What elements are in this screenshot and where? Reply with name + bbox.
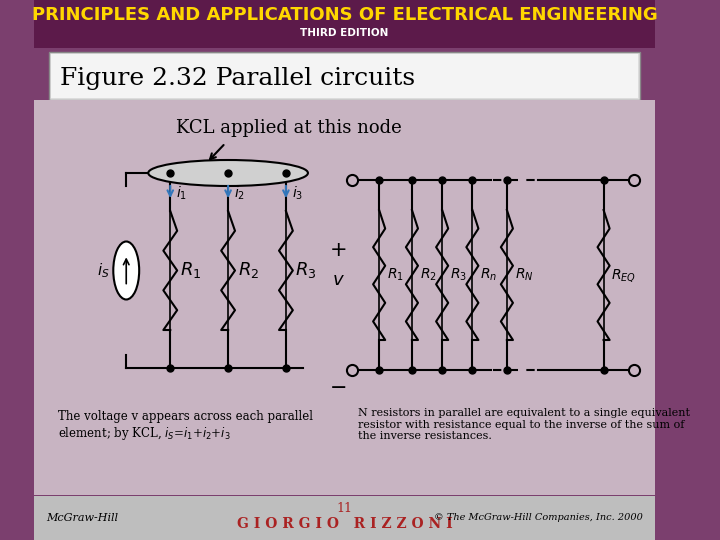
- Text: +: +: [330, 240, 347, 260]
- FancyBboxPatch shape: [34, 0, 655, 48]
- Text: The voltage v appears across each parallel
element; by KCL, $i_S$=$i_1$+$i_2$+$i: The voltage v appears across each parall…: [58, 410, 313, 442]
- Text: G I O R G I O   R I Z Z O N I: G I O R G I O R I Z Z O N I: [237, 517, 452, 531]
- Text: −: −: [330, 378, 347, 398]
- Text: Figure 2.32 Parallel circuits: Figure 2.32 Parallel circuits: [60, 66, 415, 90]
- Ellipse shape: [148, 160, 308, 186]
- Text: $v$: $v$: [332, 271, 345, 289]
- Ellipse shape: [113, 241, 139, 300]
- Text: © The McGraw-Hill Companies, Inc. 2000: © The McGraw-Hill Companies, Inc. 2000: [434, 514, 643, 523]
- FancyBboxPatch shape: [50, 52, 640, 100]
- FancyBboxPatch shape: [34, 496, 655, 540]
- Text: KCL applied at this node: KCL applied at this node: [176, 119, 402, 137]
- Text: $i_S$: $i_S$: [97, 261, 110, 280]
- Text: $R_1$: $R_1$: [387, 267, 404, 283]
- Text: $R_3$: $R_3$: [450, 267, 467, 283]
- Text: $R_N$: $R_N$: [515, 267, 534, 283]
- Text: $i_3$: $i_3$: [292, 184, 303, 202]
- Text: McGraw-Hill: McGraw-Hill: [46, 513, 118, 523]
- Text: $R_1$: $R_1$: [180, 260, 201, 280]
- Text: THIRD EDITION: THIRD EDITION: [300, 28, 389, 38]
- Text: 11: 11: [337, 503, 353, 516]
- Text: $R_{EQ}$: $R_{EQ}$: [611, 267, 636, 284]
- Text: PRINCIPLES AND APPLICATIONS OF ELECTRICAL ENGINEERING: PRINCIPLES AND APPLICATIONS OF ELECTRICA…: [32, 6, 657, 24]
- Text: $i_1$: $i_1$: [176, 184, 187, 202]
- Text: $R_2$: $R_2$: [238, 260, 259, 280]
- FancyBboxPatch shape: [51, 54, 638, 98]
- FancyBboxPatch shape: [34, 100, 655, 495]
- Text: $R_3$: $R_3$: [295, 260, 317, 280]
- Text: $R_2$: $R_2$: [420, 267, 436, 283]
- Text: $R_n$: $R_n$: [480, 267, 498, 283]
- Text: $i_2$: $i_2$: [234, 184, 246, 202]
- Text: N resistors in parallel are equivalent to a single equivalent
resistor with resi: N resistors in parallel are equivalent t…: [358, 408, 690, 441]
